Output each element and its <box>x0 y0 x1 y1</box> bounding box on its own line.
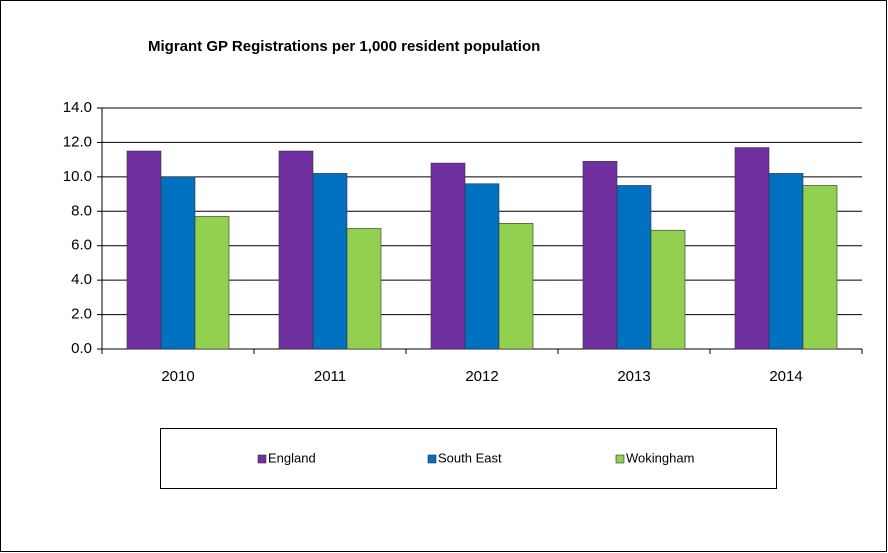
x-tick-label: 2014 <box>769 368 802 385</box>
bar <box>312 173 348 350</box>
bar <box>498 223 534 350</box>
y-tick-label: 12.0 <box>63 133 92 150</box>
x-tick-label: 2012 <box>465 368 498 385</box>
x-tick-label: 2011 <box>314 368 346 385</box>
x-tick-label: 2010 <box>161 368 194 385</box>
legend-label: South East <box>438 450 502 465</box>
bar <box>430 162 466 350</box>
y-tick-label: 8.0 <box>71 202 92 219</box>
bar <box>160 176 196 350</box>
y-tick-label: 14.0 <box>63 99 92 116</box>
bar <box>734 147 770 350</box>
chart-title: Migrant GP Registrations per 1,000 resid… <box>148 38 540 55</box>
legend-swatch <box>427 454 437 464</box>
bar <box>768 173 804 350</box>
y-tick-label: 0.0 <box>71 340 92 357</box>
y-tick-label: 10.0 <box>63 168 92 185</box>
bar <box>346 228 382 350</box>
x-tick-label: 2013 <box>617 368 650 385</box>
bar <box>126 150 162 350</box>
bar <box>464 183 500 350</box>
bar <box>802 185 838 350</box>
legend-swatch <box>615 454 625 464</box>
bar <box>278 150 314 350</box>
y-tick-label: 2.0 <box>71 306 92 323</box>
bar <box>616 185 652 350</box>
bar <box>582 161 618 350</box>
y-tick-label: 4.0 <box>71 271 92 288</box>
legend-label: England <box>268 450 316 465</box>
bar <box>194 216 230 350</box>
legend-label: Wokingham <box>626 450 694 465</box>
legend-swatch <box>257 454 267 464</box>
y-tick-label: 6.0 <box>71 237 92 254</box>
bar <box>650 229 686 350</box>
